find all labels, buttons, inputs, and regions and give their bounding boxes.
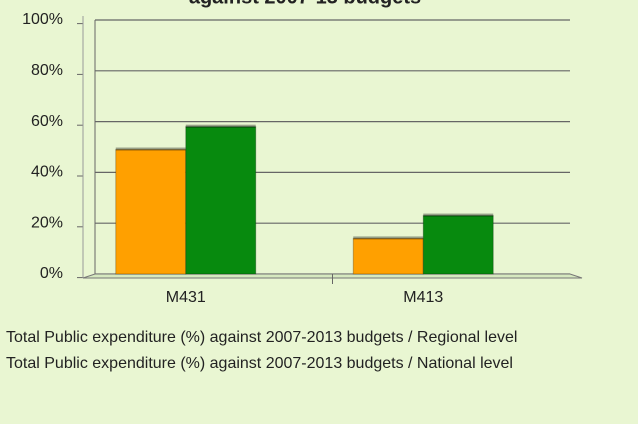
chart: against 2007-13 budgets 0% 20% 40% 60% 80% 10… — [22, 0, 583, 306]
bar-top — [115, 147, 186, 151]
legend: Total Public expenditure (%) against 200… — [6, 328, 636, 380]
bar — [422, 215, 494, 275]
y-tick-label: 40% — [31, 164, 63, 181]
bar — [115, 149, 187, 275]
y-tick-label: 0% — [40, 265, 63, 282]
legend-entry: Total Public expenditure (%) against 200… — [6, 355, 513, 372]
x-tick-label: M431 — [166, 289, 206, 306]
bar — [352, 237, 424, 275]
bar-top — [423, 213, 494, 217]
y-tick-label: 20% — [31, 214, 63, 231]
y-tick-label: 60% — [31, 113, 63, 130]
legend-entry: Total Public expenditure (%) against 200… — [6, 329, 518, 346]
y-tick-label: 100% — [22, 11, 63, 28]
y-tick-label: 80% — [31, 62, 63, 79]
x-tick-label: M413 — [403, 289, 443, 306]
chart-title: against 2007-13 budgets — [189, 0, 421, 8]
bar-top — [353, 236, 424, 240]
bar-top — [185, 124, 256, 128]
bar — [185, 126, 257, 275]
